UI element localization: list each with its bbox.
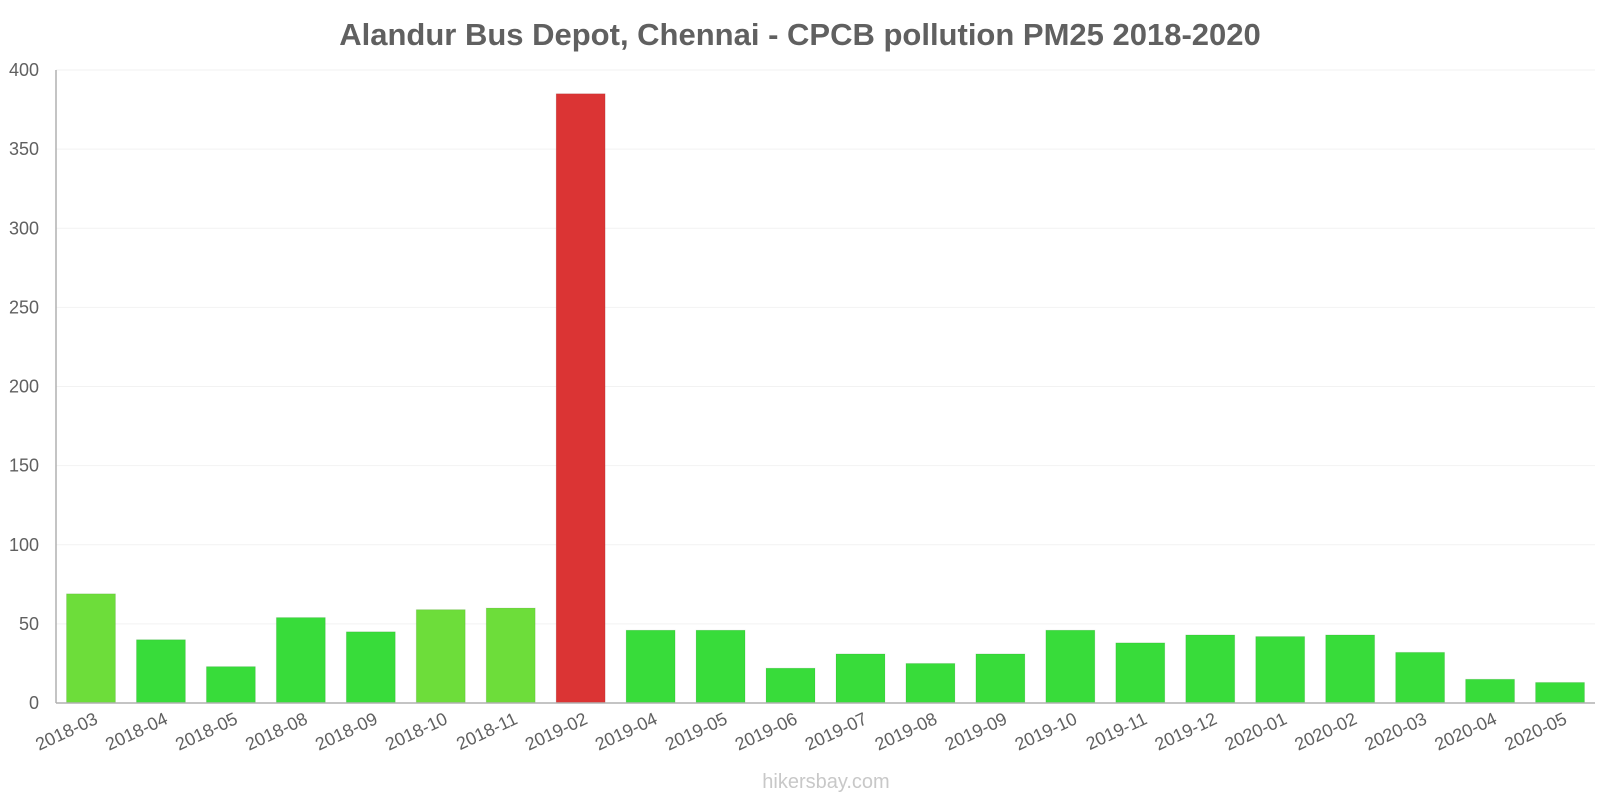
bar-2019-02[interactable]	[555, 93, 606, 704]
x-tick-label: 2019-05	[662, 708, 730, 754]
bar-2019-05[interactable]	[695, 629, 746, 704]
bar-2019-09[interactable]	[975, 653, 1026, 704]
y-tick-label: 250	[9, 297, 39, 317]
y-tick-label: 150	[9, 456, 39, 476]
x-tick-label: 2018-09	[312, 708, 380, 754]
bar-2019-07[interactable]	[835, 653, 886, 704]
y-tick-label: 200	[9, 377, 39, 397]
bar-2019-12[interactable]	[1185, 634, 1236, 704]
y-tick-label: 50	[19, 614, 39, 634]
x-tick-label: 2019-11	[1083, 708, 1150, 753]
bar-2020-02[interactable]	[1325, 634, 1376, 704]
x-tick-label: 2019-06	[732, 708, 800, 754]
watermark-text: hikersbay.com	[762, 771, 889, 793]
bar-2018-10[interactable]	[415, 609, 466, 704]
y-tick-label: 400	[9, 60, 39, 80]
y-tick-label: 0	[29, 693, 39, 713]
x-tick-label: 2020-02	[1292, 708, 1360, 754]
x-tick-label: 2019-12	[1152, 708, 1220, 754]
x-tick-label: 2018-08	[242, 708, 310, 754]
axes-layer	[55, 70, 1595, 704]
bar-2018-09[interactable]	[345, 631, 396, 704]
x-tick-label: 2019-07	[802, 708, 870, 754]
y-tick-label: 300	[9, 218, 39, 238]
x-tick-label: 2019-08	[872, 708, 940, 754]
x-tick-label: 2020-03	[1361, 708, 1429, 754]
x-tick-labels: 2018-03 2018-04 2018-05 2018-08 2018-09 2018-…	[32, 708, 1569, 754]
y-tick-labels: 0 50 100 150 200 250 300 350 400	[9, 60, 39, 713]
bars-layer	[65, 93, 1586, 704]
bar-2019-10[interactable]	[1045, 629, 1096, 704]
y-tick-label: 100	[9, 535, 39, 555]
y-tick-label: 350	[9, 139, 39, 159]
grid-layer	[56, 69, 1595, 625]
bar-2019-04[interactable]	[625, 629, 676, 704]
bar-2020-03[interactable]	[1395, 651, 1446, 704]
bar-2018-11[interactable]	[485, 607, 536, 704]
x-tick-label: 2018-05	[172, 708, 240, 754]
bar-2018-04[interactable]	[135, 639, 186, 704]
bar-2018-03[interactable]	[65, 593, 116, 704]
bar-2020-01[interactable]	[1255, 636, 1306, 704]
x-tick-label: 2020-01	[1222, 708, 1290, 754]
x-tick-label: 2019-04	[592, 708, 660, 754]
bar-2018-05[interactable]	[205, 666, 256, 704]
x-tick-label: 2018-10	[382, 708, 450, 754]
x-tick-label: 2018-11	[453, 708, 520, 753]
bar-2019-06[interactable]	[765, 667, 816, 704]
x-tick-label: 2018-03	[32, 708, 100, 754]
x-tick-label: 2018-04	[102, 708, 170, 754]
bar-2019-11[interactable]	[1115, 642, 1166, 704]
bar-2020-05[interactable]	[1535, 681, 1586, 704]
x-tick-label: 2019-09	[942, 708, 1010, 754]
bar-2019-08[interactable]	[905, 662, 956, 704]
x-tick-label: 2020-04	[1431, 708, 1499, 754]
bar-2020-04[interactable]	[1465, 678, 1516, 704]
chart-title: Alandur Bus Depot, Chennai - CPCB pollut…	[339, 17, 1261, 52]
x-tick-label: 2019-02	[522, 708, 590, 754]
bar-2018-08[interactable]	[275, 617, 326, 704]
x-tick-label: 2020-05	[1501, 708, 1569, 754]
x-tick-label: 2019-10	[1012, 708, 1080, 754]
